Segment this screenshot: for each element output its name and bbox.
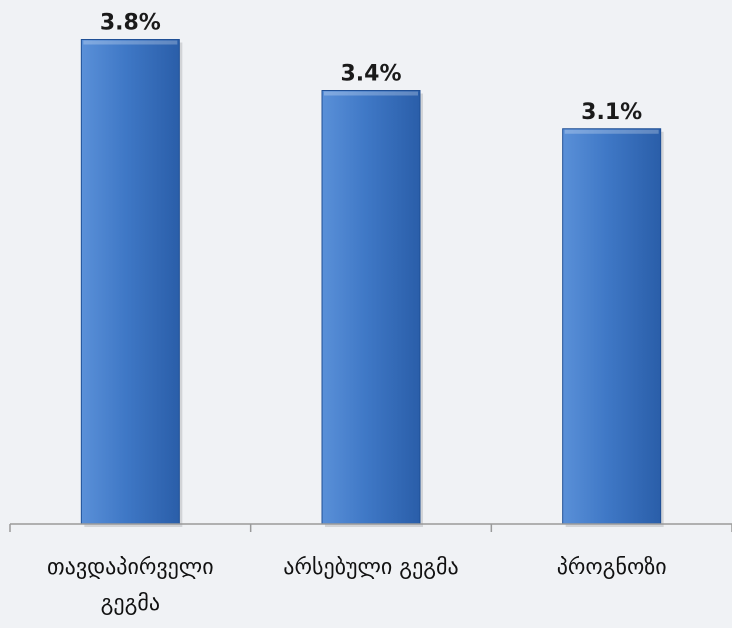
- bar-highlight: [324, 91, 418, 96]
- data-label: 3.1%: [581, 100, 642, 125]
- x-tick-label: არსებული გეგმა: [283, 555, 458, 580]
- data-label: 3.4%: [340, 62, 401, 87]
- data-label: 3.8%: [100, 11, 161, 36]
- x-tick-label: პროგნოზი: [557, 555, 667, 580]
- bar-highlight: [564, 129, 659, 134]
- x-axis: [9, 523, 732, 532]
- bar: [80, 39, 180, 525]
- bars-layer: [80, 39, 664, 527]
- bar: [562, 128, 662, 525]
- bar: [321, 90, 421, 525]
- labels-layer: 3.8% თავდაპირველი გეგმა 3.4% არსებული გეგმა 3…: [47, 11, 667, 617]
- x-tick-label: გეგმა: [101, 591, 160, 616]
- x-tick-label: თავდაპირველი: [47, 555, 214, 580]
- bar-highlight: [83, 40, 178, 45]
